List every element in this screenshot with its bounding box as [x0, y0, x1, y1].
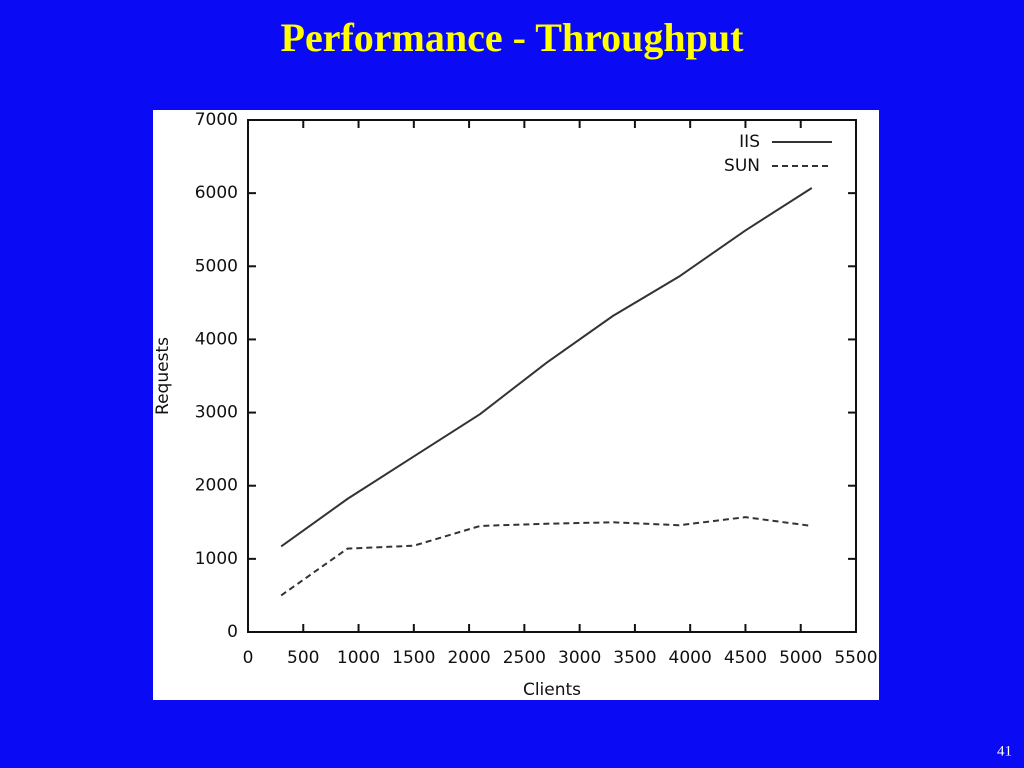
y-tick-label: 0 [227, 622, 238, 642]
y-tick-label: 5000 [195, 256, 238, 276]
plot-frame [247, 119, 857, 633]
x-tick-label: 3000 [558, 648, 601, 668]
y-tick-label: 6000 [195, 183, 238, 203]
x-tick-label: 500 [287, 648, 319, 668]
x-tick-label: 5000 [779, 648, 822, 668]
x-tick-label: 5500 [834, 648, 877, 668]
x-tick-label: 2500 [503, 648, 546, 668]
x-tick-label: 4000 [669, 648, 712, 668]
x-tick-label: 2000 [447, 648, 490, 668]
x-tick-label: 4500 [724, 648, 767, 668]
series-line [280, 187, 813, 548]
y-tick-label: 3000 [195, 403, 238, 423]
legend-label: IIS [739, 132, 760, 152]
x-tick-label: 3500 [613, 648, 656, 668]
y-tick-label: 4000 [195, 329, 238, 349]
y-axis-label: Requests [153, 337, 173, 415]
x-tick-label: 1500 [392, 648, 435, 668]
chart-panel [153, 110, 879, 700]
y-tick-label: 7000 [195, 110, 238, 130]
series-line [280, 516, 812, 597]
legend-label: SUN [724, 156, 760, 176]
y-tick-label: 2000 [195, 476, 238, 496]
x-tick-label: 0 [243, 648, 254, 668]
page-number: 41 [997, 743, 1012, 759]
x-axis-label: Clients [523, 680, 581, 700]
x-tick-label: 1000 [337, 648, 380, 668]
slide-title: Performance - Throughput [281, 15, 745, 60]
y-tick-label: 1000 [195, 549, 238, 569]
